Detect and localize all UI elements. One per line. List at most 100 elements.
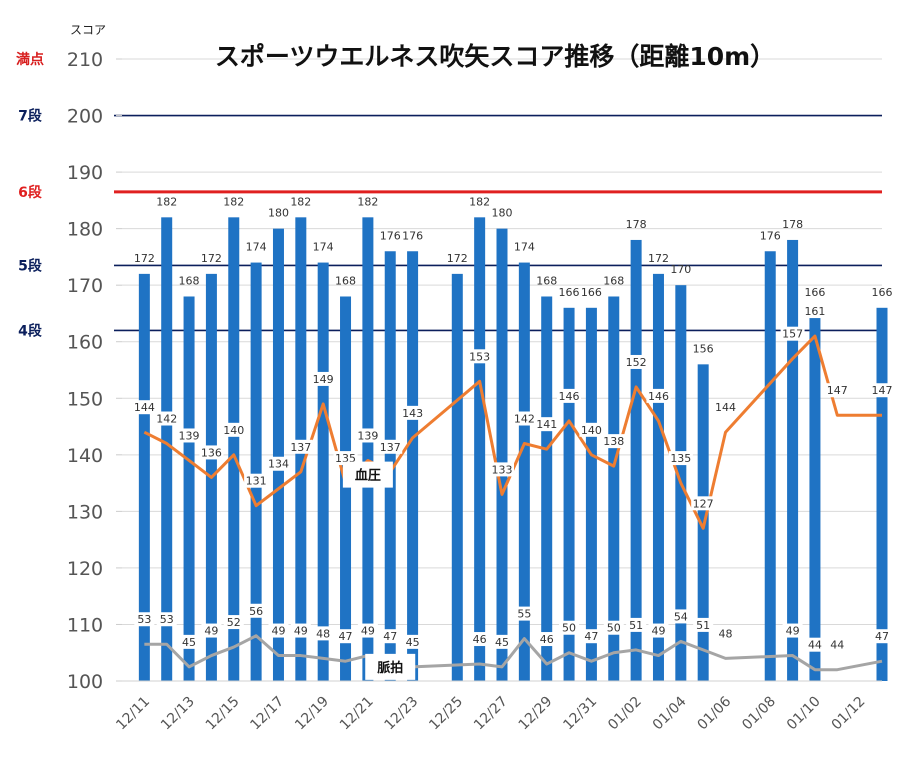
y-axis-title: スコア: [70, 23, 106, 37]
bp-label: 157: [782, 328, 803, 341]
score-bar: [809, 307, 821, 681]
score-label: 166: [559, 286, 580, 299]
x-tick-label: 12/23: [382, 694, 422, 734]
pulse-label-bg: [872, 629, 892, 644]
y-tick-label: 100: [67, 671, 103, 693]
bp-label-bg: [266, 456, 291, 471]
x-tick-label: 12/13: [158, 694, 198, 734]
reference-lines: 満点 7段 6段 5段 4段: [16, 51, 882, 339]
bp-label: 135: [670, 452, 691, 465]
bp-label: 143: [402, 407, 423, 420]
pulse-label: 49: [204, 625, 218, 638]
bp-label: 131: [246, 475, 267, 488]
bp-label: 139: [179, 429, 200, 442]
pulse-label: 52: [227, 616, 241, 629]
pulse-label-bg: [648, 623, 669, 638]
pulse-label: 45: [495, 636, 509, 649]
bp-label: 127: [693, 497, 714, 510]
score-bar: [608, 296, 620, 681]
pulse-label: 45: [182, 636, 196, 649]
pulse-label: 44: [830, 639, 844, 652]
score-label: 172: [134, 252, 155, 265]
bp-label-bg: [512, 411, 537, 426]
pulse-label-bg: [246, 603, 267, 618]
pulse-label-bg: [715, 626, 736, 641]
x-tick-label: 12/19: [292, 694, 332, 734]
score-label: 176: [380, 229, 401, 242]
bp-label-bg: [601, 434, 626, 449]
rank-label: 4段: [18, 322, 42, 339]
score-bar: [630, 239, 642, 682]
y-tick-label: 160: [67, 332, 103, 354]
pulse-label: 46: [473, 633, 487, 646]
score-bar: [138, 273, 150, 681]
bp-label: 146: [648, 390, 669, 403]
y-tick-label: 150: [67, 388, 103, 410]
x-tick-label: 01/06: [695, 693, 735, 733]
blood-pressure-line: [143, 334, 882, 530]
score-label: 172: [201, 252, 222, 265]
bp-label: 137: [290, 441, 311, 454]
bp-label: 144: [134, 401, 155, 414]
bp-label-bg: [825, 383, 850, 398]
pulse-label-bg: [536, 632, 557, 647]
pulse-label: 49: [361, 625, 375, 638]
score-bar: [764, 251, 776, 681]
score-bar: [541, 296, 553, 681]
score-label: 156: [693, 342, 714, 355]
pulse-label: 48: [316, 627, 330, 640]
pulse-label: 47: [584, 630, 598, 643]
x-tick-label: 01/02: [605, 694, 645, 734]
pulse-label-bg: [581, 629, 602, 644]
pulse-label-bg: [603, 620, 624, 635]
pulse-label-bg: [514, 606, 535, 621]
pulse-label-bg: [492, 634, 512, 649]
bp-label-bg: [154, 411, 179, 426]
bp-label-bg: [400, 405, 425, 420]
bp-label-bg: [177, 428, 202, 443]
rank-label: 満点: [16, 51, 44, 68]
bp-label: 152: [626, 356, 647, 369]
score-bar: [474, 217, 486, 681]
y-tick-label: 140: [67, 445, 103, 467]
bp-label-bg: [244, 473, 269, 488]
y-tick-label: 190: [67, 162, 103, 184]
pulse-label-bg: [804, 637, 825, 652]
score-label: 182: [357, 195, 378, 208]
y-tick-label: 130: [67, 501, 103, 523]
pulse-label: 49: [651, 625, 665, 638]
pulse-label: 54: [674, 610, 688, 623]
pulse-label: 45: [406, 636, 420, 649]
pulse-label: 55: [517, 608, 531, 621]
pulse-label: 51: [696, 619, 710, 632]
score-label: 174: [246, 241, 267, 254]
score-label: 182: [469, 195, 490, 208]
pulse-label-bg: [268, 623, 289, 638]
pulse-label: 48: [719, 627, 733, 640]
bp-label: 142: [514, 413, 535, 426]
x-axis: 12/11 12/13 12/15 12/17 12/19 12/21 12/23 12/25…: [113, 680, 882, 734]
bp-label: 139: [357, 429, 378, 442]
pulse-label: 56: [249, 605, 263, 618]
score-bar: [518, 262, 530, 681]
score-label: 172: [648, 252, 669, 265]
rank-label: 5段: [18, 257, 42, 274]
x-tick-label: 12/27: [471, 694, 511, 734]
score-bar: [876, 307, 888, 681]
pulse-label-bg: [827, 637, 848, 652]
bp-series-label: 血圧: [355, 468, 381, 484]
score-label: 182: [156, 195, 177, 208]
y-tick-label: 120: [67, 558, 103, 580]
score-bar: [250, 262, 262, 681]
bp-label: 144: [715, 401, 736, 414]
x-tick-label: 01/12: [829, 694, 869, 734]
y-tick-label: 170: [67, 275, 103, 297]
score-label: 166: [872, 286, 893, 299]
bp-label: 141: [536, 418, 557, 431]
score-bar: [272, 228, 284, 682]
x-tick-label: 01/10: [784, 694, 824, 734]
bp-label-bg: [378, 439, 403, 454]
score-label: 168: [603, 274, 624, 287]
pulse-label-bg: [134, 612, 155, 627]
